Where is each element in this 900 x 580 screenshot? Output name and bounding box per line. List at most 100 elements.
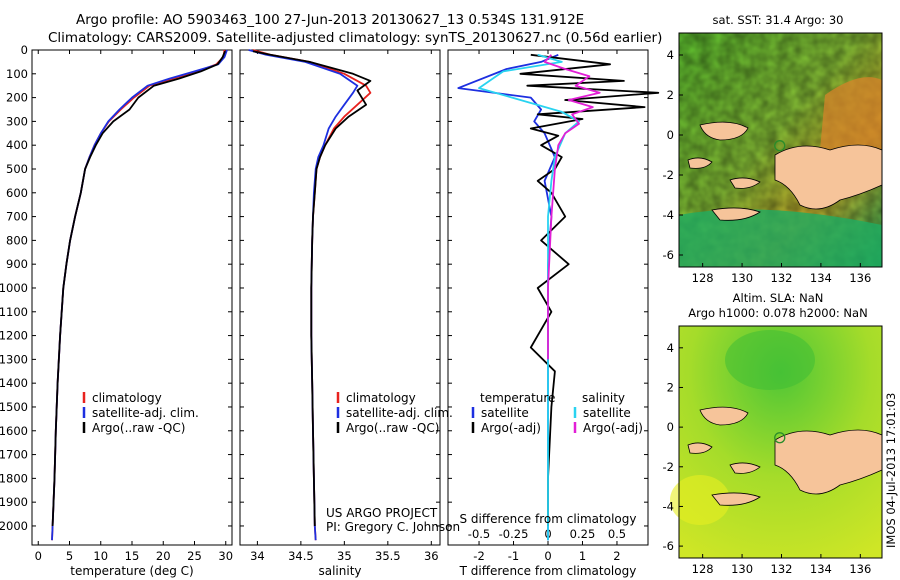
temperature-series [51, 49, 228, 541]
depth-tick-label: 1100 [0, 305, 28, 319]
top-tick-label: 0.5 [608, 527, 626, 541]
salinity-ticks: 34 34.5 35 35.5 36 [240, 49, 440, 563]
map-x-tick-label: 128 [692, 562, 714, 576]
difference-panel: -2 -1 0 1 2-0.5 -0.25 0 0.25 0.5 T difference fr… [447, 49, 660, 578]
sla-map-frame [678, 325, 883, 559]
difference-legend: temperature salinitysatelliteArgo(-adj)sa… [471, 391, 643, 435]
sla-land [687, 406, 883, 506]
difference-xlabel: T difference from climatology [459, 564, 637, 578]
x-tick-label: 30 [218, 549, 233, 563]
x-tick-label: 5 [66, 549, 73, 563]
map-x-tick-label: 130 [731, 271, 753, 285]
x-tick-label: 34.5 [288, 549, 314, 563]
salinity-plot-frame [239, 49, 441, 546]
landmass-new-guinea [774, 144, 883, 210]
map-x-tick-label: 128 [692, 271, 714, 285]
map-x-tick-label: 130 [731, 562, 753, 576]
series-line [252, 50, 372, 527]
legend-label: satellite [481, 406, 529, 420]
map-x-tick-label: 136 [849, 271, 871, 285]
depth-tick-label: 500 [6, 162, 28, 176]
map-y-tick-label: -2 [663, 460, 674, 474]
x-tick-label: -1 [508, 549, 519, 563]
map-x-tick-label: 132 [771, 271, 793, 285]
sst-map: sat. SST: 31.4 Argo: 30 128 130 132 134 136 4… [663, 13, 883, 285]
depth-tick-label: 1900 [0, 495, 28, 509]
map-y-tick-label: 2 [667, 380, 674, 394]
map-x-tick-label: 132 [771, 562, 793, 576]
x-tick-label: 15 [125, 549, 140, 563]
depth-tick-label: 600 [6, 186, 28, 200]
x-tick-label: 35.5 [375, 549, 401, 563]
top-tick-label: -0.25 [499, 527, 529, 541]
depth-tick-label: 1500 [0, 400, 28, 414]
legend-title: salinity [582, 391, 625, 405]
sla-map-title-2: Argo h1000: 0.078 h2000: NaN [688, 306, 867, 320]
sst-argo-marker [774, 140, 786, 152]
project-credit: US ARGO PROJECT [326, 506, 438, 520]
difference-top-label: S difference from climatology [460, 512, 637, 526]
legend-label: satellite-adj. clim. [346, 406, 453, 420]
x-tick-label: 36 [424, 549, 439, 563]
depth-tick-label: 1600 [0, 424, 28, 438]
map-y-tick-label: 0 [667, 420, 674, 434]
x-tick-label: 25 [187, 549, 202, 563]
landmass-islands [687, 121, 761, 221]
map-y-tick-label: 2 [667, 88, 674, 102]
sst-warm-patch [820, 77, 882, 164]
salinity-series [248, 49, 372, 541]
x-tick-label: 10 [93, 549, 108, 563]
map-y-tick-label: 4 [667, 341, 674, 355]
temperature-panel: 0 5 10 15 20 25 30 temperature (deg C) climato… [31, 49, 233, 578]
map-y-tick-label: -4 [663, 499, 674, 513]
x-tick-label: 1 [579, 549, 586, 563]
legend-label: Argo(-adj) [481, 421, 541, 435]
x-tick-label: 34 [250, 549, 265, 563]
sla-map: Altim. SLA: NaN Argo h1000: 0.078 h2000:… [663, 291, 883, 576]
depth-tick-label: 300 [6, 114, 28, 128]
sla-high-patch [725, 330, 815, 390]
x-tick-label: 2 [613, 549, 620, 563]
salinity-xlabel: salinity [318, 564, 361, 578]
series-line [519, 53, 660, 526]
legend-label: Argo(-adj) [583, 421, 643, 435]
depth-tick-label: 100 [6, 67, 28, 81]
map-y-tick-label: -6 [663, 248, 674, 262]
temperature-ticks: 0 5 10 15 20 25 30 [32, 49, 233, 563]
difference-ticks: -2 -1 0 1 2-0.5 -0.25 0 0.25 0.5 [448, 49, 648, 563]
landmass-islands [687, 406, 761, 506]
depth-tick-label: 1200 [0, 329, 28, 343]
header-line-2: Climatology: CARS2009. Satellite-adjuste… [48, 30, 662, 46]
series-line [51, 50, 226, 527]
pi-credit: PI: Gregory C. Johnson [326, 520, 460, 534]
x-tick-label: -2 [473, 549, 484, 563]
sst-land [687, 121, 883, 221]
sst-cool-band [679, 209, 882, 267]
depth-tick-label: 2000 [0, 519, 28, 533]
series-line [51, 49, 226, 541]
depth-tick-label: 400 [6, 138, 28, 152]
depth-tick-label: 200 [6, 91, 28, 105]
temperature-xlabel: temperature (deg C) [70, 564, 193, 578]
sla-low-patch [670, 475, 730, 525]
legend-label: climatology [92, 391, 162, 405]
map-y-tick-label: 0 [667, 128, 674, 142]
map-x-tick-label: 134 [810, 562, 832, 576]
legend-label: satellite-adj. clim. [92, 406, 199, 420]
depth-tick-label: 1000 [0, 281, 28, 295]
depth-tick-label: 800 [6, 233, 28, 247]
depth-tick-label: 900 [6, 257, 28, 271]
sla-argo-marker [774, 432, 786, 444]
difference-series [457, 53, 660, 541]
map-y-tick-label: 4 [667, 48, 674, 62]
x-tick-label: 20 [156, 549, 171, 563]
series-line [543, 54, 601, 360]
series-line [51, 49, 228, 541]
sst-map-frame [678, 32, 883, 268]
depth-tick-label: 1800 [0, 471, 28, 485]
header-line-1: Argo profile: AO 5903463_100 27-Jun-2013… [76, 12, 584, 28]
sla-map-title: Altim. SLA: NaN [733, 291, 824, 305]
depth-axis: 0 100 200 300 400 500 600 700 800 900 1000 1100 1200… [0, 43, 28, 533]
